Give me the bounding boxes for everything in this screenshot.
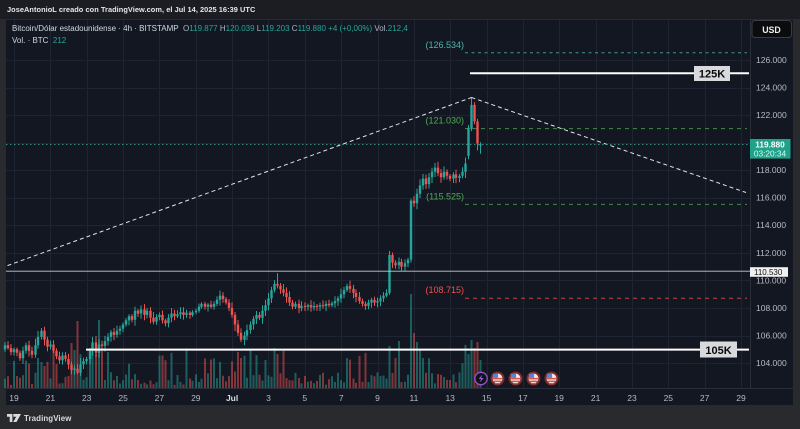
svg-text:(115.525): (115.525) <box>426 191 464 201</box>
svg-text:USD: USD <box>762 25 781 35</box>
svg-text:124.000: 124.000 <box>756 83 787 93</box>
svg-text:116.000: 116.000 <box>756 193 786 203</box>
svg-text:125K: 125K <box>699 69 725 81</box>
svg-text:105K: 105K <box>705 345 731 357</box>
svg-text:25: 25 <box>664 393 674 403</box>
svg-text:19: 19 <box>554 393 564 403</box>
svg-text:3: 3 <box>266 393 271 403</box>
svg-text:104.000: 104.000 <box>756 358 787 368</box>
svg-text:25: 25 <box>118 393 128 403</box>
svg-text:27: 27 <box>155 393 165 403</box>
svg-text:112.000: 112.000 <box>756 248 786 258</box>
svg-text:21: 21 <box>46 393 56 403</box>
svg-text:19: 19 <box>9 393 19 403</box>
svg-text:5: 5 <box>302 393 307 403</box>
svg-text:17: 17 <box>518 393 528 403</box>
svg-text:110.530: 110.530 <box>754 268 783 277</box>
svg-text:15: 15 <box>482 393 492 403</box>
svg-text:106.000: 106.000 <box>756 330 787 340</box>
svg-text:110.000: 110.000 <box>756 275 786 285</box>
svg-text:29: 29 <box>191 393 201 403</box>
svg-text:13: 13 <box>445 393 455 403</box>
svg-text:23: 23 <box>627 393 637 403</box>
svg-text:11: 11 <box>409 393 418 403</box>
svg-text:03:20:34: 03:20:34 <box>754 148 787 158</box>
svg-text:126.000: 126.000 <box>756 55 787 65</box>
svg-text:(121.030): (121.030) <box>425 116 464 126</box>
svg-text:119.880: 119.880 <box>755 140 785 150</box>
svg-text:(126.534): (126.534) <box>425 40 464 50</box>
svg-text:Jul: Jul <box>226 393 238 403</box>
svg-text:(108.715): (108.715) <box>425 285 464 295</box>
svg-text:108.000: 108.000 <box>756 303 787 313</box>
svg-text:9: 9 <box>375 393 380 403</box>
svg-text:27: 27 <box>700 393 710 403</box>
svg-text:122.000: 122.000 <box>756 110 787 120</box>
svg-text:29: 29 <box>736 393 746 403</box>
svg-text:23: 23 <box>82 393 92 403</box>
svg-text:118.000: 118.000 <box>756 165 786 175</box>
svg-text:114.000: 114.000 <box>756 220 786 230</box>
svg-text:7: 7 <box>339 393 344 403</box>
svg-text:21: 21 <box>591 393 601 403</box>
